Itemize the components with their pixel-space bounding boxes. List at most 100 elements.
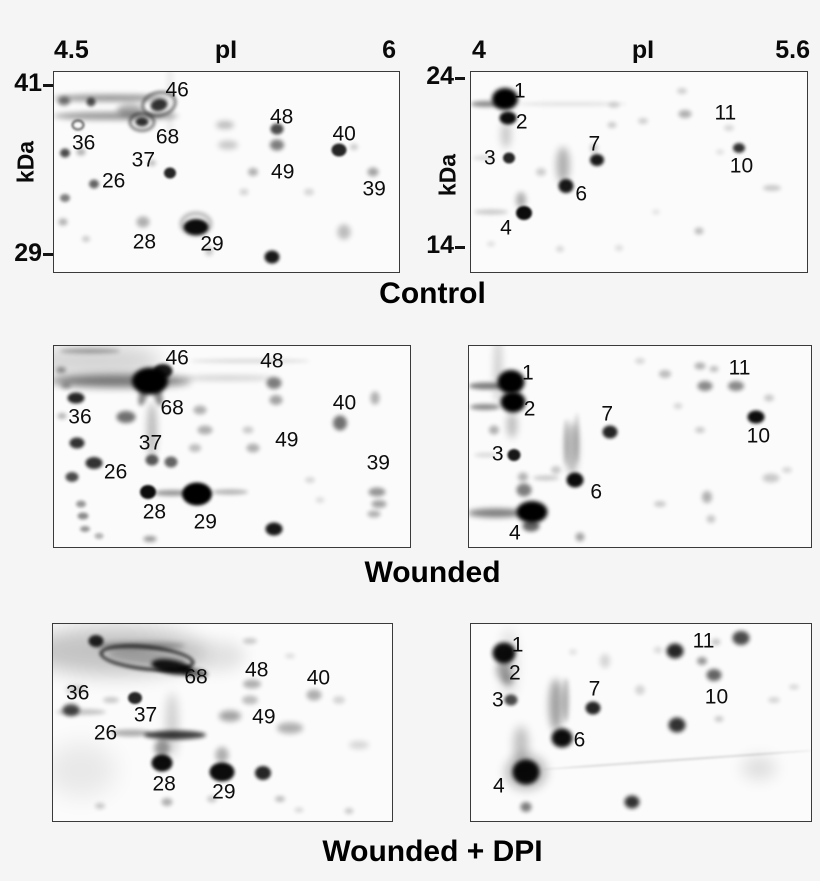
gel-spot: [247, 168, 258, 176]
gel-spot: [694, 227, 704, 235]
gel-spot: [189, 358, 310, 363]
gel-spot: [266, 376, 282, 389]
spot-label-39: 39: [366, 451, 390, 475]
mw-top-label-right-gel: 24: [426, 62, 454, 90]
gel-spot: [694, 362, 705, 370]
spot-label-68: 68: [160, 396, 184, 420]
spot-label-3: 3: [483, 146, 496, 170]
gel-spot: [522, 520, 540, 532]
kda-axis-label-right-gel: kDa: [434, 153, 461, 197]
gel-spot: [701, 490, 712, 503]
gel-spot: [246, 443, 260, 453]
gel-spot: [504, 694, 518, 706]
spot-label-26: 26: [103, 460, 128, 484]
gel-spot: [75, 500, 86, 508]
gel-spot: [242, 426, 254, 434]
caption-wounded: Wounded: [364, 556, 501, 589]
spot-label-40: 40: [332, 391, 357, 415]
spot-label-40: 40: [306, 666, 331, 690]
gel-spot: [216, 121, 235, 130]
gel-spot: [79, 526, 90, 533]
gel-spot: [53, 742, 116, 798]
gel-spot: [88, 634, 104, 647]
gel-spot: [764, 394, 775, 402]
gel-spot: [183, 375, 274, 382]
gel-spot: [499, 111, 517, 125]
gel-spot: [487, 241, 496, 247]
gel-spot: [139, 484, 156, 499]
gel-spot: [65, 471, 79, 482]
gel-spot: [62, 704, 80, 717]
gel-spot: [469, 382, 503, 390]
gel-spot: [515, 205, 532, 220]
gel-spot: [724, 125, 735, 132]
gel-spot: [473, 156, 496, 161]
gel-spot: [500, 628, 517, 699]
gel-spot: [666, 643, 684, 659]
gel-spot: [154, 489, 191, 496]
gel-spot: [551, 728, 573, 748]
gel-spot: [95, 641, 186, 650]
gel-spot: [164, 167, 177, 179]
gel-spot: [535, 168, 546, 176]
gel-spot: [370, 391, 380, 405]
gel-spot: [264, 250, 280, 264]
gel-panel-control-left: 46 36 68 37 26 48 49 40 39 28 29: [53, 71, 400, 273]
gel-spot: [164, 456, 178, 468]
spot-label-6: 6: [573, 728, 586, 752]
gel-spot: [86, 97, 96, 107]
gel-spot: [206, 795, 217, 803]
gel-spot: [185, 640, 246, 671]
gel-spot: [60, 193, 71, 202]
gel-spot: [638, 117, 649, 124]
gel-spot: [709, 365, 719, 372]
gel-spot: [276, 722, 303, 734]
gel-spot: [147, 402, 157, 458]
gel-spot: [600, 653, 611, 668]
gel-spot: [706, 669, 722, 682]
spot-label-6: 6: [590, 480, 603, 504]
spot-label-10: 10: [729, 154, 754, 178]
gel-spot: [569, 648, 577, 655]
pi-min-label-left-gel: 4.5: [54, 36, 89, 64]
gel-spot: [88, 179, 99, 189]
gel-spot: [624, 795, 640, 809]
gel-spot: [110, 729, 151, 737]
caption-wounded-dpi: Wounded + DPI: [322, 835, 543, 868]
gel-spot: [189, 443, 202, 452]
gel-spot: [269, 139, 284, 151]
kda-axis-label-left-gel: kDa: [12, 140, 39, 184]
gel-spot: [367, 167, 379, 177]
gel-spot: [349, 740, 370, 749]
spot-label-68: 68: [155, 125, 180, 149]
gel-spot: [333, 415, 348, 431]
spot-label-1: 1: [511, 633, 524, 657]
gel-spot: [65, 686, 86, 695]
spot-label-4: 4: [493, 774, 505, 798]
gel-spot: [566, 472, 584, 488]
gel-spot: [306, 689, 322, 701]
gel-spot: [350, 144, 359, 151]
gel-spot: [562, 678, 569, 723]
gel-spot: [520, 802, 532, 813]
mw-top-label-left-gel: 41: [14, 69, 42, 97]
gel-spot: [575, 532, 585, 542]
spot-label-36: 36: [71, 131, 96, 155]
pi-axis-label-right-gel: pI: [631, 36, 655, 64]
gel-spot: [241, 695, 258, 705]
gel-spot: [135, 117, 149, 127]
gel-spot: [61, 382, 72, 389]
gel-spot: [315, 496, 325, 503]
gel-spot: [211, 489, 248, 495]
gel-spot: [145, 454, 159, 466]
gel-spot: [634, 685, 645, 696]
gel-spot: [492, 642, 516, 664]
gel-spot: [585, 701, 601, 715]
spot-label-29: 29: [193, 510, 217, 534]
gel-spot: [575, 413, 580, 464]
gel-spot: [254, 765, 271, 780]
gel-spot: [269, 395, 283, 406]
spot-label-26: 26: [101, 169, 126, 193]
spot-label-2: 2: [509, 661, 521, 685]
gel-spot: [747, 410, 765, 424]
